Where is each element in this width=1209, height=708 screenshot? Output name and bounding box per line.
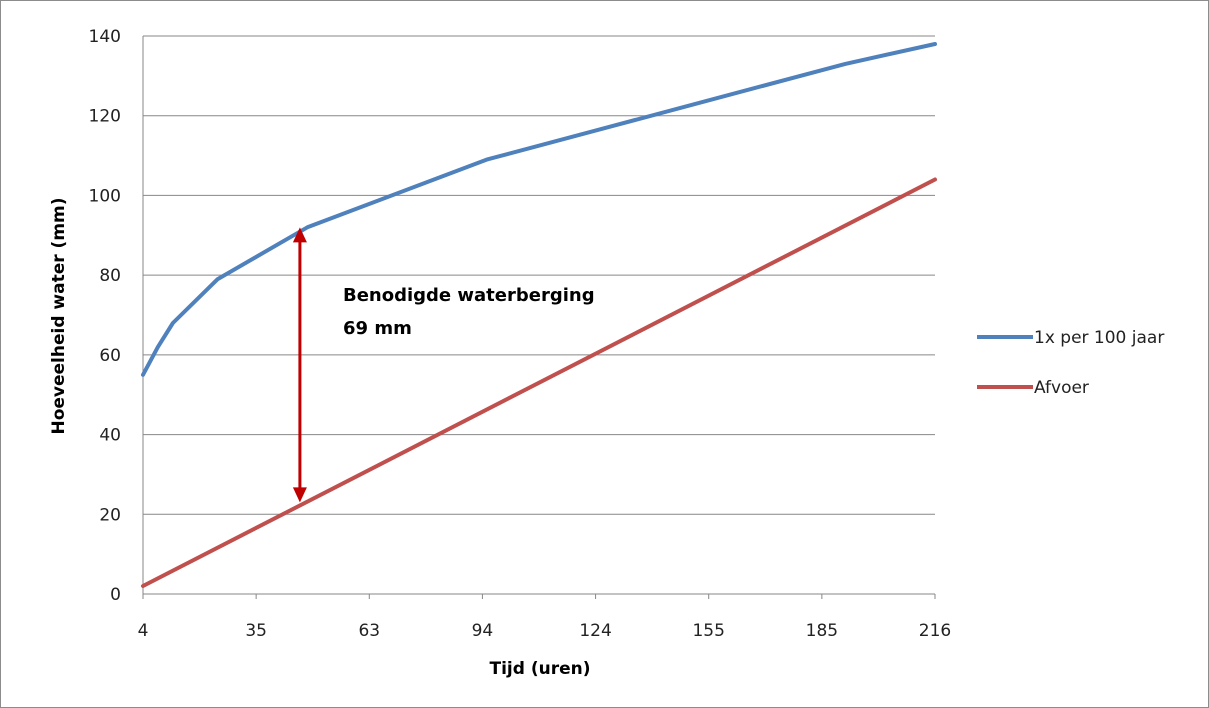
y-tick-label: 100 [89,186,121,206]
x-tick-label: 4 [138,621,149,641]
y-tick-label: 0 [110,585,121,605]
y-tick-label: 120 [89,107,121,127]
y-axis-title: Hoeveelheid water (mm) [49,197,69,434]
annotation-line-2: 69 mm [343,318,412,339]
gridlines [142,35,936,599]
y-tick-label: 40 [99,426,121,446]
x-tick-label: 185 [806,621,838,641]
annotation: Benodigde waterberging 69 mm [292,227,595,503]
y-tick-label: 60 [99,346,121,366]
x-tick-label: 124 [579,621,611,641]
y-tick-label: 80 [99,266,121,286]
x-tick-label: 63 [358,621,380,641]
x-tick-labels: 4 35 63 94 124 155 185 216 [138,621,952,641]
arrow-head-bottom [292,487,307,503]
series-line-0 [141,42,937,377]
x-tick-label: 216 [919,621,951,641]
legend: 1x per 100 jaar Afvoer [977,328,1164,398]
x-tick-label: 155 [692,621,724,641]
y-tick-labels: 0 20 40 60 80 100 120 140 [89,27,121,605]
y-tick-label: 140 [89,27,121,47]
legend-label-0: 1x per 100 jaar [1034,328,1164,348]
series-lines [141,42,937,588]
arrow-head-top [292,227,307,243]
series-line-1 [141,177,937,588]
x-tick-label: 35 [245,621,267,641]
y-tick-label: 20 [99,505,121,525]
x-axis-title: Tijd (uren) [490,659,591,679]
annotation-line-1: Benodigde waterberging [343,285,595,306]
legend-label-1: Afvoer [1034,378,1089,398]
x-tick-label: 94 [472,621,494,641]
